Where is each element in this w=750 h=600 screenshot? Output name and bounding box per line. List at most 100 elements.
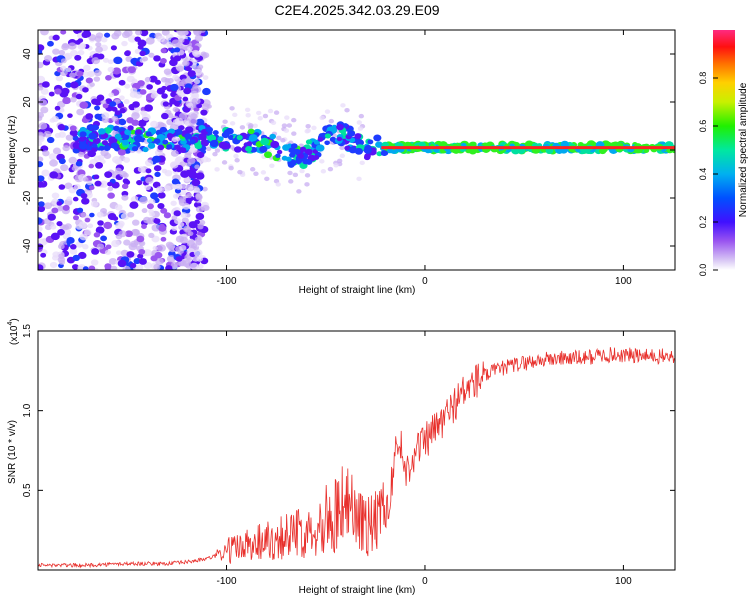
spectrogram-cell (171, 225, 178, 231)
spectrogram-cell (109, 101, 117, 107)
spectrogram-cell (149, 89, 156, 95)
spectrogram-cell (209, 139, 219, 148)
spectrogram-cell (82, 244, 89, 250)
spectrogram-cell (229, 106, 235, 111)
spectrogram-cell (124, 83, 131, 89)
snr-x-axis-label: Height of straight line (km) (299, 585, 416, 596)
spectrogram-cell (88, 132, 97, 140)
spectrogram-cell (165, 241, 174, 248)
spectrogram-cell (82, 266, 89, 270)
spectrogram-cell (144, 184, 151, 191)
spectrogram-cell (524, 140, 534, 148)
spectrogram-cell (148, 52, 155, 58)
spectrogram-cell (61, 87, 70, 95)
spectrogram-cell (113, 125, 120, 132)
spectrogram-cell (121, 183, 129, 190)
spectrogram-cell (43, 202, 53, 210)
spectrogram-cell (187, 45, 193, 51)
spectrogram-cell (52, 34, 60, 41)
spectrogram-cell (38, 243, 44, 250)
spectrogram-cell (79, 131, 87, 138)
spectrogram-cell (79, 126, 87, 133)
spectrogram-cell (187, 70, 196, 78)
spectrogram-cell (299, 168, 305, 174)
spectrogram-cell (153, 218, 161, 225)
spectrogram-cell (248, 136, 255, 143)
spectrogram-cell (78, 221, 88, 229)
spectrogram-cell (82, 71, 90, 78)
spectrogram-cell (200, 109, 208, 116)
spectrogram-cell (189, 139, 196, 145)
spectrogram-cell (88, 265, 96, 270)
spectrogram-cell (173, 55, 182, 62)
spectrogram-cell (121, 40, 128, 47)
spectrogram-cell (153, 55, 161, 62)
spectrogram-cell (52, 48, 60, 55)
spectrogram-cell (356, 176, 362, 182)
spectrogram-cell (186, 240, 195, 247)
spectrogram-cell (138, 248, 146, 255)
spectrogram-cell (302, 158, 310, 165)
spectrogram-cell (110, 142, 119, 150)
spectrogram-panel: -100 0 100 -40 -20 0 20 40 Height of straight … (7, 29, 676, 296)
spectrogram-cell (127, 125, 134, 131)
spectrogram-cell (97, 220, 104, 226)
spectrogram-cell (71, 264, 79, 270)
spectrogram-cell (76, 207, 84, 213)
spectrogram-cell (41, 169, 50, 177)
spectrogram-cell (56, 221, 63, 227)
colorbar: 0.0 0.2 0.4 0.6 0.8 Normalized spectral ampl… (698, 30, 749, 276)
x-tick-label: -100 (217, 276, 237, 287)
spectrogram-cell (304, 128, 310, 134)
spectrogram-cell (152, 245, 159, 251)
spectrogram-cell (275, 182, 281, 187)
spectrogram-cell (81, 31, 90, 39)
spectrogram-cell (184, 152, 192, 159)
spectrogram-cell (38, 226, 43, 232)
spectrogram-cell (296, 189, 302, 194)
spectrogram-cell (122, 265, 131, 270)
spectrogram-cell (134, 30, 143, 36)
colorbar-label: Normalized spectral amplitude (738, 82, 749, 217)
spectrogram-cell (333, 162, 339, 168)
spectrogram-cell (273, 110, 280, 115)
spectrogram-cell (256, 110, 262, 116)
spectrogram-cell (91, 248, 100, 255)
spectrogram-cell (72, 135, 79, 141)
spectrogram-cell (80, 212, 87, 218)
spectrogram-cell (130, 262, 137, 269)
spectrogram-y-axis-label: Frequency (Hz) (7, 116, 18, 185)
y-tick-label: 40 (22, 48, 33, 60)
spectrogram-cell (260, 137, 270, 146)
spectrogram-cell (276, 135, 282, 141)
spectrogram-cell (126, 117, 134, 124)
snr-scale-suffix: ) (9, 318, 20, 321)
spectrogram-cell (54, 132, 61, 139)
spectrogram-cell (145, 176, 154, 184)
spectrogram-cell (62, 42, 69, 49)
spectrogram-cell (76, 70, 84, 77)
spectrogram-cell (89, 212, 95, 218)
spectrogram-cell (91, 143, 98, 148)
spectrogram-cell (38, 84, 44, 91)
spectrogram-cell (140, 110, 148, 117)
spectrogram-cell (154, 79, 161, 85)
spectrogram-cell (137, 253, 144, 259)
spectrogram-cell (38, 111, 44, 119)
spectrogram-cell (105, 244, 112, 250)
spectrogram-cell (269, 133, 277, 140)
spectrogram-cell (145, 131, 152, 137)
spectrogram-cell (153, 165, 162, 172)
spectrogram-cell (48, 153, 57, 160)
spectrogram-cell (133, 258, 141, 265)
spectrogram-cell (89, 185, 95, 191)
spectrogram-cell (70, 49, 78, 57)
spectrogram-cell (156, 87, 166, 95)
spectrogram-cell (311, 125, 317, 131)
spectrogram-cell (54, 105, 61, 111)
spectrogram-cell (104, 263, 112, 270)
spectrogram-cell (214, 167, 220, 172)
spectrogram-cell (56, 201, 63, 206)
spectrogram-cell (171, 215, 178, 221)
spectrogram-cell (50, 224, 57, 230)
